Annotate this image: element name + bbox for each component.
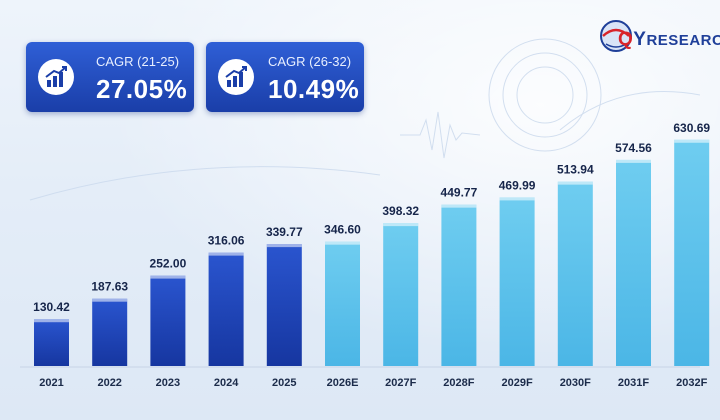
x-tick-label: 2023	[156, 377, 180, 389]
value-label: 574.56	[615, 141, 652, 155]
x-tick-label: 2021	[39, 377, 63, 389]
bar-2032f	[674, 139, 710, 366]
qyresearch-logo: QYRESEARCH	[598, 16, 720, 56]
bar-top-highlight	[557, 181, 593, 185]
value-label: 346.60	[324, 223, 361, 237]
bar-top-highlight	[616, 159, 651, 163]
value-label: 449.77	[441, 186, 478, 200]
cagr-value: 10.49%	[268, 74, 360, 104]
value-label: 469.99	[499, 178, 536, 192]
bar-top-highlight	[208, 252, 244, 256]
bar-2021	[34, 319, 69, 366]
bar-top-highlight	[499, 197, 535, 201]
x-tick-label: 2022	[97, 377, 121, 389]
cagr-card-historical: CAGR (21-25) 27.05%	[26, 42, 194, 112]
value-label: 513.94	[557, 163, 594, 177]
x-tick-label: 2024	[214, 377, 239, 389]
growth-chart-icon	[38, 59, 74, 95]
value-label: 252.00	[150, 257, 187, 271]
value-label: 398.32	[382, 204, 419, 218]
bar-top-highlight	[674, 139, 710, 143]
bar-top-highlight	[325, 241, 360, 245]
bar-2023	[150, 275, 186, 366]
logo-wordmark: QYRESEARCH	[618, 29, 720, 51]
bar-top-highlight	[92, 298, 128, 302]
bar-top-highlight	[383, 223, 419, 227]
x-tick-label: 2025	[272, 377, 296, 389]
value-label: 339.77	[266, 225, 303, 239]
value-label: 630.69	[673, 121, 710, 135]
bar-top-highlight	[266, 244, 302, 248]
logo-letters-research: RESEARCH	[646, 32, 720, 49]
bar-top-highlight	[441, 204, 477, 208]
value-label: 187.63	[91, 280, 128, 294]
bar-2031f	[616, 159, 651, 366]
logo-letter-q: Q	[618, 29, 634, 50]
globe-icon	[600, 20, 632, 52]
bar-2026e	[325, 241, 360, 366]
x-tick-label: 2030F	[560, 377, 591, 389]
bar-2027f	[383, 223, 419, 366]
cagr-value: 27.05%	[96, 74, 188, 104]
x-tick-label: 2026E	[327, 377, 359, 389]
bar-2025	[266, 244, 302, 366]
value-label: 316.06	[208, 234, 245, 248]
bar-2024	[208, 252, 244, 366]
bar-2029f	[499, 197, 535, 366]
value-label: 130.42	[33, 300, 70, 314]
x-tick-label: 2032F	[676, 377, 707, 389]
x-tick-label: 2029F	[501, 377, 532, 389]
x-tick-label: 2027F	[385, 377, 416, 389]
bar-2022	[92, 298, 128, 366]
bar-2028f	[441, 204, 477, 366]
cagr-card-forecast: CAGR (26-32) 10.49%	[206, 42, 364, 112]
growth-chart-icon	[218, 59, 254, 95]
bar-top-highlight	[150, 275, 186, 279]
x-tick-label: 2028F	[443, 377, 474, 389]
logo-letter-y: Y	[633, 29, 647, 50]
cagr-label: CAGR (21-25)	[96, 54, 180, 69]
bar-top-highlight	[34, 319, 69, 323]
x-tick-label: 2031F	[618, 377, 649, 389]
bar-2030f	[557, 181, 593, 366]
cagr-label: CAGR (26-32)	[268, 54, 352, 69]
